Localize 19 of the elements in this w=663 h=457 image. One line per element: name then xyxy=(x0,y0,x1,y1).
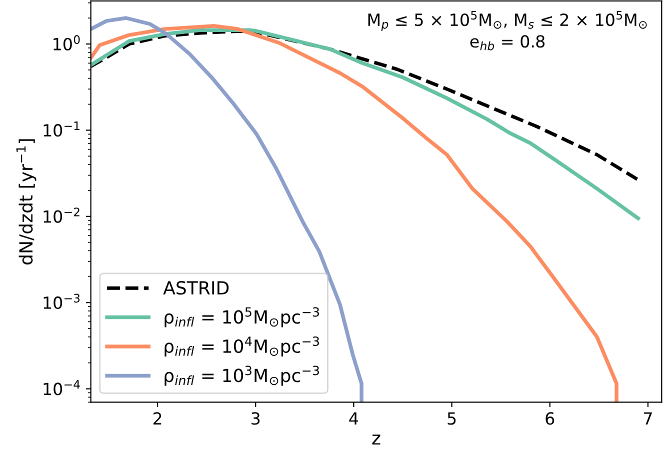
x-tick-label: 2 xyxy=(153,412,162,425)
y-axis-title: dN/dzdt [yr$^{−1}$] xyxy=(16,139,36,264)
x-tick-label: 4 xyxy=(349,412,358,425)
y-tick-label: 10$^{−2}$ xyxy=(44,208,80,223)
x-tick-label: 5 xyxy=(448,412,456,425)
legend-label: ρ$_{infl}$ = 10$^{5}$M$_{⊙}$pc$^{−3}$ xyxy=(164,307,319,328)
x-axis-title: z xyxy=(372,434,380,445)
x-tick-label: 6 xyxy=(546,412,554,425)
line-series xyxy=(90,16,364,402)
y-tick-label: 10$^{0}$ xyxy=(54,35,80,50)
legend-label: ASTRID xyxy=(163,281,229,295)
x-tick-label: 3 xyxy=(252,412,260,425)
y-tick-label: 10$^{−3}$ xyxy=(44,294,80,310)
y-tick-label: 10$^{−1}$ xyxy=(44,122,80,137)
legend-label: ρ$_{infl}$ = 10$^{3}$M$_{⊙}$pc$^{−3}$ xyxy=(164,366,319,386)
y-tick-label: 10$^{−4}$ xyxy=(44,380,80,396)
text: M$_{p}$ ≤ 5 × 10$^{5}$M$_{⊙}$, M$_{s}$ ≤ 2 × 10$^{5}$M$_{⊙}$ e$_{hb}$ = 0.8 xyxy=(368,10,647,50)
x-tick-label: 7 xyxy=(644,412,652,425)
legend-label: ρ$_{infl}$ = 10$^{4}$M$_{⊙}$pc$^{−3}$ xyxy=(164,336,319,356)
